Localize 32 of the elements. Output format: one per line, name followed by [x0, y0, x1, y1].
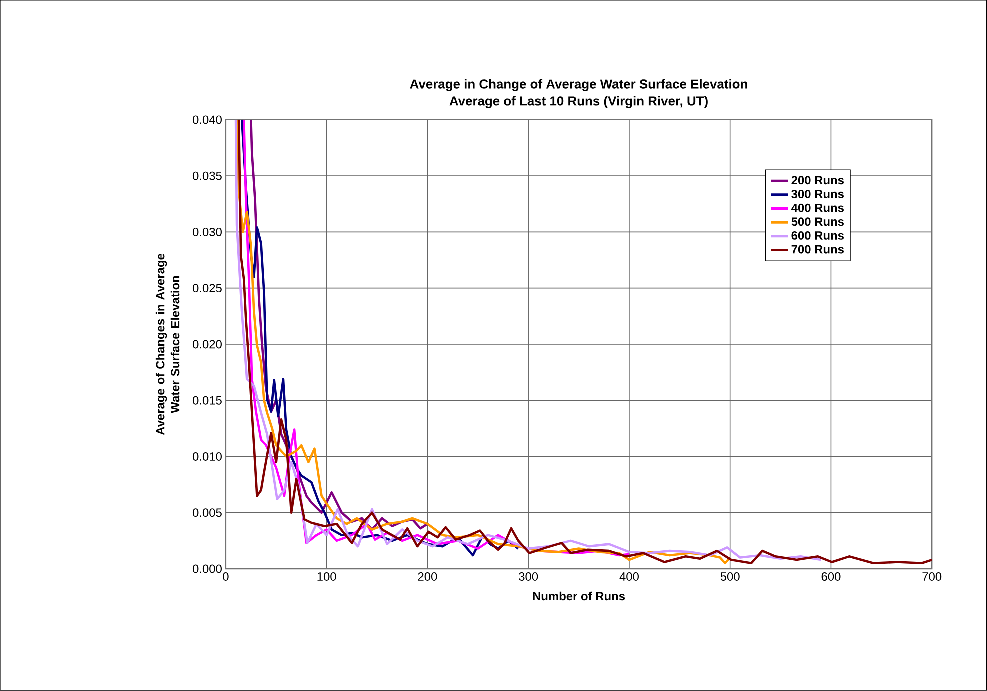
x-tick-label: 0	[223, 572, 229, 582]
x-tick-label: 100	[318, 572, 336, 582]
y-tick-label: 0.040	[192, 116, 222, 124]
x-tick-label: 700	[922, 572, 942, 582]
line-series	[240, 120, 520, 557]
y-tick-label: 0.015	[192, 396, 222, 405]
legend-label: 400 Runs	[792, 204, 844, 212]
legend-label: 500 Runs	[792, 218, 844, 226]
x-tick-label: 400	[620, 572, 639, 582]
y-axis-title: Average of Changes in Average Water Surface Elevation	[156, 254, 180, 436]
x-tick-label: 500	[720, 572, 740, 582]
x-tick-label: 300	[519, 572, 538, 582]
chart-subtitle: Average of Last 10 Runs (Virgin River, UT)	[450, 96, 708, 108]
chart-title: Average in Change of Average Water Surface Elevation	[410, 79, 748, 92]
line-series	[242, 120, 631, 557]
line-series	[236, 120, 732, 565]
legend-label: 700 Runs	[792, 245, 844, 254]
y-tick-label: 0.030	[192, 228, 222, 236]
x-tick-label: 600	[822, 572, 841, 582]
legend-label: 200 Runs	[792, 176, 844, 185]
y-tick-label: 0.035	[192, 172, 222, 180]
y-tick-label: 0.025	[192, 284, 222, 293]
legend-label: 600 Runs	[792, 232, 844, 240]
line-series	[250, 120, 429, 531]
x-tick-label: 200	[418, 572, 438, 582]
y-tick-label: 0.010	[192, 452, 222, 461]
line-series	[238, 120, 932, 565]
legend-label: 300 Runs	[792, 190, 844, 199]
y-tick-label: 0.005	[192, 508, 222, 518]
x-axis-title: Number of Runs	[533, 592, 626, 601]
y-tick-label: 0.020	[192, 340, 222, 349]
y-tick-label: 0.000	[192, 564, 222, 574]
